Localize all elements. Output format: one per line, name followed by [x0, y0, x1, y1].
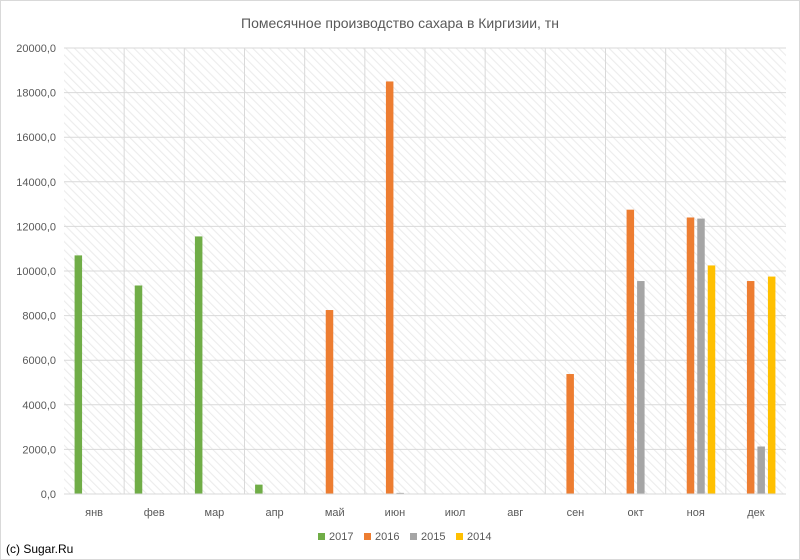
bar-2016-май [325, 310, 334, 494]
bar-2017-фев [134, 285, 143, 494]
y-tick-label: 12000,0 [16, 221, 56, 233]
x-tick-label: июл [445, 507, 466, 519]
bar-2016-дек [746, 281, 755, 494]
bar-2015-окт [637, 281, 645, 494]
y-axis-tick-labels: 0,0 2000,0 4000,0 6000,0 8000,0 10000,0 12000,… [16, 43, 56, 501]
x-tick-label: сен [567, 507, 585, 519]
y-tick-label: 0,0 [41, 489, 56, 501]
y-tick-label: 20000,0 [16, 43, 56, 55]
bar-2016-июн [385, 81, 394, 494]
legend: 2017 2016 2015 2014 [318, 531, 491, 543]
bar-2017-апр [255, 484, 263, 494]
x-tick-label: окт [628, 507, 644, 519]
legend-swatch-2014 [456, 533, 463, 540]
y-tick-label: 4000,0 [22, 400, 56, 412]
legend-label-2014: 2014 [467, 531, 491, 543]
bar-2016-окт [626, 209, 635, 495]
legend-swatch-2015 [410, 533, 417, 540]
bar-2015-ноя [697, 218, 705, 494]
legend-label-2017: 2017 [329, 531, 353, 543]
chart-title: Помесячное производство сахара в Киргизи… [241, 15, 559, 31]
legend-label-2015: 2015 [421, 531, 445, 543]
bars [74, 81, 776, 495]
x-tick-label: май [325, 507, 345, 519]
x-tick-label: дек [747, 507, 765, 519]
x-tick-label: янв [85, 507, 103, 519]
legend-swatch-2016 [364, 533, 371, 540]
y-tick-label: 6000,0 [22, 355, 56, 367]
bar-2017-мар [194, 236, 203, 494]
legend-label-2016: 2016 [375, 531, 399, 543]
bar-2016-ноя [686, 217, 695, 495]
copyright-text: (c) Sugar.Ru [6, 542, 73, 556]
x-tick-label: июн [385, 507, 405, 519]
y-tick-label: 10000,0 [16, 266, 56, 278]
bar-2014-дек [767, 276, 776, 494]
y-tick-label: 8000,0 [22, 311, 56, 323]
grid-lines [64, 47, 786, 494]
x-tick-label: фев [144, 507, 165, 519]
y-tick-label: 2000,0 [22, 444, 56, 456]
x-axis-tick-labels: янв фев мар апр май июн июл авг сен окт ноя дек [85, 507, 765, 519]
x-tick-label: апр [265, 507, 283, 519]
y-tick-label: 16000,0 [16, 132, 56, 144]
bar-2015-дек [757, 446, 765, 494]
bar-2015-июн [396, 492, 404, 494]
bar-2017-янв [74, 255, 83, 494]
x-tick-label: мар [205, 507, 225, 519]
legend-swatch-2017 [318, 533, 325, 540]
y-tick-label: 14000,0 [16, 177, 56, 189]
y-tick-label: 18000,0 [16, 88, 56, 100]
bar-2016-сен [566, 374, 574, 494]
x-tick-label: ноя [687, 507, 705, 519]
bar-2014-ноя [707, 265, 716, 494]
x-tick-label: авг [507, 507, 523, 519]
